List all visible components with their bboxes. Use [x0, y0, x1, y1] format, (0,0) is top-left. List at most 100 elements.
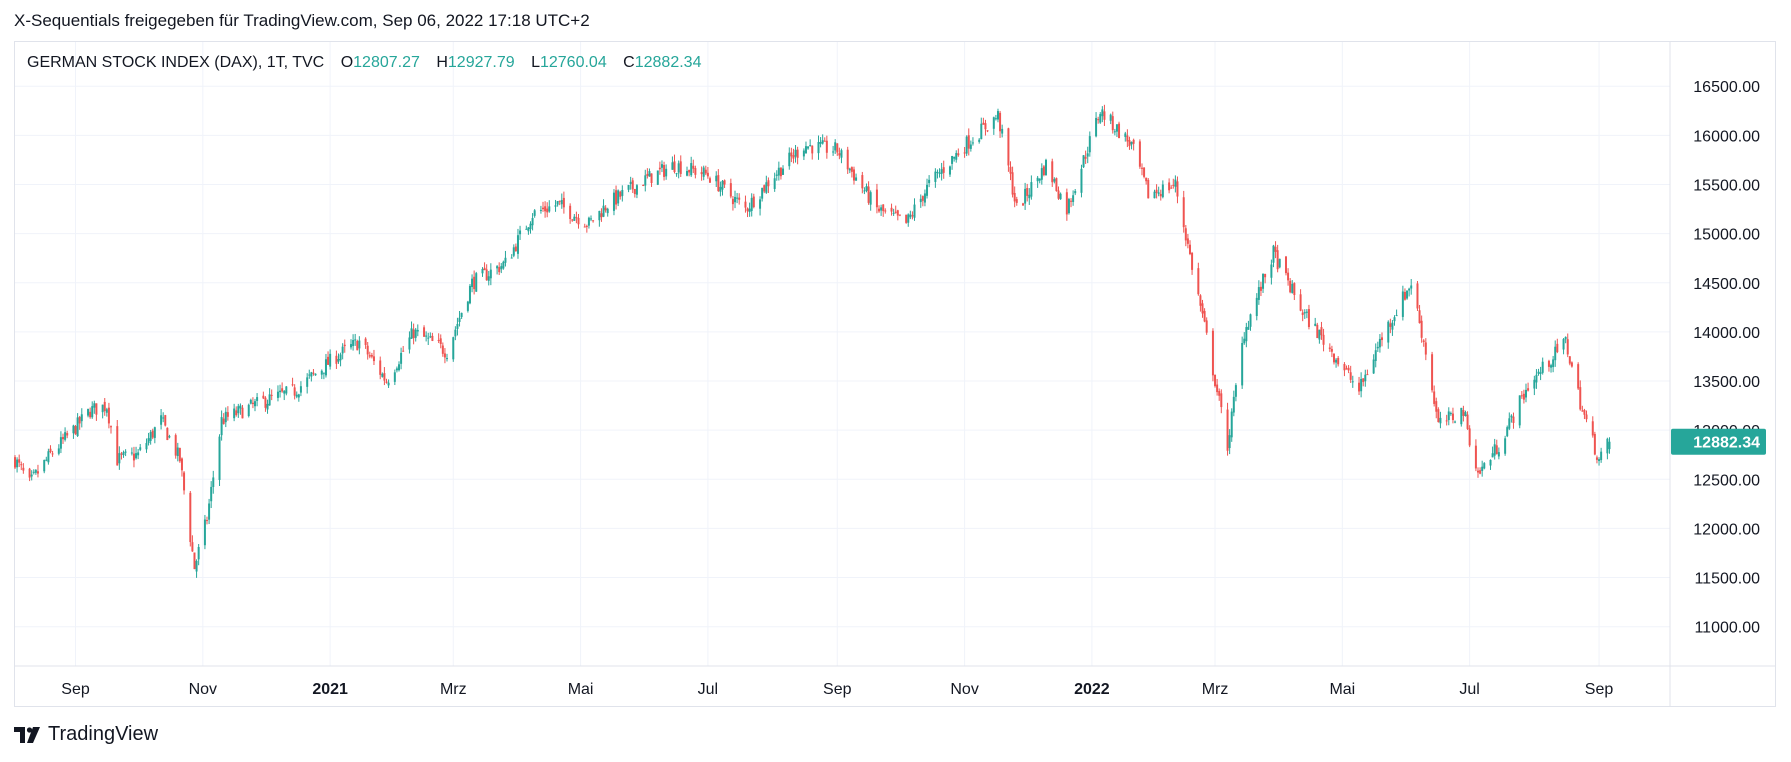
chart-frame[interactable]: [14, 41, 1776, 707]
candle-body: [892, 212, 895, 214]
candle-body: [193, 552, 196, 570]
candle-body: [299, 386, 302, 393]
candle-body: [882, 204, 885, 212]
candle: [87, 408, 90, 418]
candle: [1608, 437, 1611, 454]
candle-body: [22, 467, 25, 471]
candle-body: [458, 317, 461, 322]
candle-body: [504, 257, 507, 263]
candle: [1147, 178, 1150, 199]
candle-body: [1337, 357, 1340, 365]
candle-body: [43, 459, 46, 472]
candle-body: [1247, 326, 1250, 330]
candle: [166, 427, 169, 441]
candle: [95, 403, 98, 421]
candle-body: [1314, 323, 1317, 326]
candle: [291, 377, 294, 387]
candle-body: [327, 356, 330, 365]
candle-body: [295, 394, 298, 397]
candle: [821, 134, 824, 145]
candle-body: [452, 337, 455, 360]
candle: [1387, 320, 1390, 349]
candle-body: [1065, 192, 1068, 215]
time-tick-label: Mrz: [440, 681, 467, 698]
candle-body: [241, 407, 244, 419]
time-tick-label: Sep: [61, 681, 90, 698]
candle-body: [867, 186, 870, 203]
candle: [20, 461, 23, 471]
candle: [1276, 244, 1279, 273]
candle-body: [498, 267, 501, 273]
candle-body: [660, 164, 663, 168]
candle: [811, 145, 814, 160]
candle-body: [1030, 182, 1033, 197]
candle-body: [500, 266, 503, 270]
candle: [1524, 383, 1527, 403]
footer-branding[interactable]: TradingView: [14, 723, 158, 746]
candle-body: [132, 453, 135, 461]
candle-body: [1374, 350, 1377, 362]
price-tick-label: 11500.00: [1694, 571, 1760, 588]
candle: [191, 535, 194, 552]
candle: [890, 203, 893, 216]
candle-body: [823, 140, 826, 142]
candle: [350, 339, 353, 350]
candle: [1082, 155, 1085, 168]
candle: [554, 199, 557, 212]
candle: [1095, 112, 1098, 138]
candle-body: [1174, 179, 1177, 187]
candle-body: [516, 235, 519, 254]
candle: [1161, 180, 1164, 199]
candle: [905, 214, 908, 224]
candle-body: [1197, 268, 1200, 295]
candle-body: [1466, 414, 1469, 429]
candle-body: [999, 112, 1002, 132]
candle-body: [1216, 384, 1219, 393]
candle-body: [1376, 346, 1379, 349]
candle-body: [1395, 315, 1398, 317]
candle-body: [1161, 184, 1164, 198]
candle: [379, 356, 382, 380]
candle: [468, 283, 471, 305]
candle: [848, 167, 851, 174]
candle-body: [1191, 252, 1194, 270]
candle-body: [1201, 303, 1204, 314]
candle: [911, 211, 914, 220]
candle-body: [439, 338, 442, 345]
candle-body: [341, 346, 344, 354]
candle: [1579, 380, 1582, 411]
candle: [1328, 343, 1331, 352]
candle: [965, 135, 968, 157]
candle: [297, 393, 300, 402]
candle-body: [220, 417, 223, 436]
candle: [644, 169, 647, 192]
candle: [635, 184, 638, 199]
candle: [951, 155, 954, 170]
candle-body: [1088, 136, 1091, 153]
candle-body: [750, 197, 753, 211]
candle-body: [569, 205, 572, 219]
candle: [1057, 186, 1060, 200]
candle-body: [34, 470, 37, 473]
candle: [66, 430, 69, 439]
candle: [1305, 309, 1308, 319]
candle: [30, 470, 33, 481]
candle: [308, 369, 311, 379]
candle: [358, 336, 361, 355]
candle-body: [1287, 272, 1290, 281]
candle-body: [838, 153, 841, 156]
candle-body: [1214, 374, 1217, 387]
candle: [936, 169, 939, 179]
candle-body: [1556, 343, 1559, 353]
candle-body: [1155, 189, 1158, 193]
tradingview-logo-icon: [14, 726, 40, 743]
candle-body: [335, 355, 338, 364]
candle-body: [1138, 141, 1141, 167]
candle-body: [431, 335, 434, 341]
candle: [110, 425, 113, 434]
candle: [1278, 258, 1281, 269]
candle: [1022, 202, 1025, 206]
candle: [446, 353, 449, 362]
candle-body: [1335, 359, 1338, 363]
